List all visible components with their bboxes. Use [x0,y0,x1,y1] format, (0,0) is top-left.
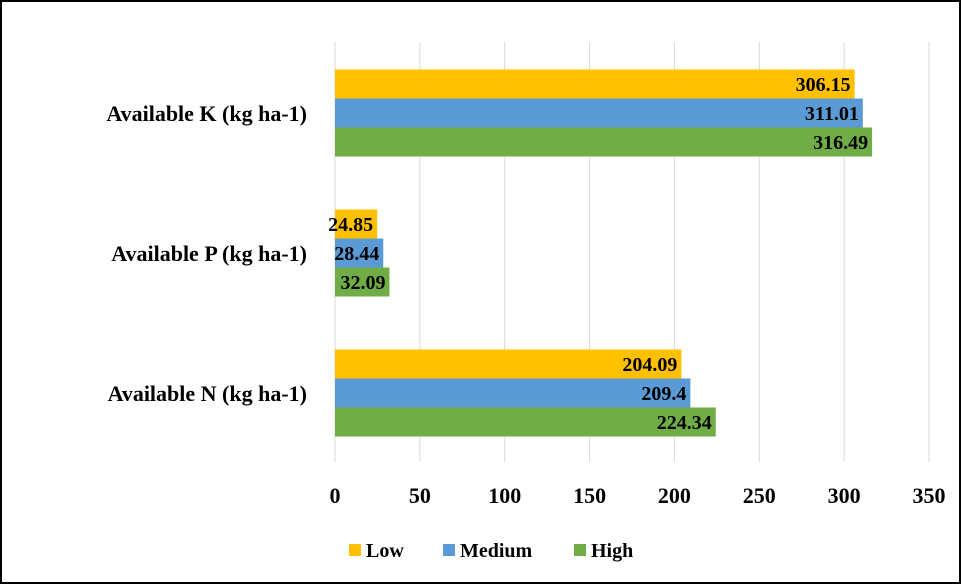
x-tick-label-100: 100 [488,483,521,508]
data-label-low-available-n-kg-ha-1: 204.09 [622,354,677,376]
x-tick-label-250: 250 [743,483,776,508]
bars [335,69,873,437]
x-axis-ticks: 0 50 100 150 200 250 300 350 [330,483,946,508]
data-label-low-available-k-kg-ha-1: 306.15 [796,74,851,96]
data-label-high-available-n-kg-ha-1: 224.34 [657,412,712,434]
x-tick-label-0: 0 [330,483,341,508]
bar-high-available-p-kg-ha-1 [335,267,390,297]
x-tick-label-50: 50 [409,483,431,508]
bar-high-available-k-kg-ha-1 [335,127,873,157]
legend-swatch-high [574,544,586,556]
legend-swatch-medium [443,544,455,556]
category-label-available-n-kg-ha-1: Available N (kg ha-1) [108,381,307,406]
data-label-medium-available-n-kg-ha-1: 209.4 [641,383,686,405]
data-label-low-available-p-kg-ha-1: 24.85 [328,214,373,236]
bar-medium-available-p-kg-ha-1 [335,238,384,268]
data-label-medium-available-p-kg-ha-1: 28.44 [334,243,379,265]
legend-swatch-low [349,544,361,556]
bar-low-available-p-kg-ha-1 [335,209,378,239]
bar-medium-available-k-kg-ha-1 [335,98,863,128]
legend-label-low: Low [366,540,404,562]
x-tick-label-350: 350 [913,483,946,508]
category-label-available-k-kg-ha-1: Available K (kg ha-1) [106,101,307,126]
x-tick-label-200: 200 [658,483,691,508]
bar-low-available-n-kg-ha-1 [335,349,682,379]
data-label-high-available-p-kg-ha-1: 32.09 [340,272,385,294]
data-label-medium-available-k-kg-ha-1: 311.01 [805,103,859,125]
bar-high-available-n-kg-ha-1 [335,407,716,437]
x-tick-label-300: 300 [828,483,861,508]
category-labels: Available K (kg ha-1) Available P (kg ha-… [106,101,307,406]
bar-low-available-k-kg-ha-1 [335,69,855,99]
x-tick-label-150: 150 [573,483,606,508]
data-label-high-available-k-kg-ha-1: 316.49 [813,132,868,154]
legend-label-medium: Medium [460,540,533,562]
legend-label-high: High [591,540,633,562]
legend: Low Medium High [349,540,633,562]
data-labels: 306.15 24.85 204.09 311.01 28.44 209.4 316.49 3… [328,74,868,434]
category-label-available-p-kg-ha-1: Available P (kg ha-1) [111,241,307,266]
bar-medium-available-n-kg-ha-1 [335,378,691,408]
